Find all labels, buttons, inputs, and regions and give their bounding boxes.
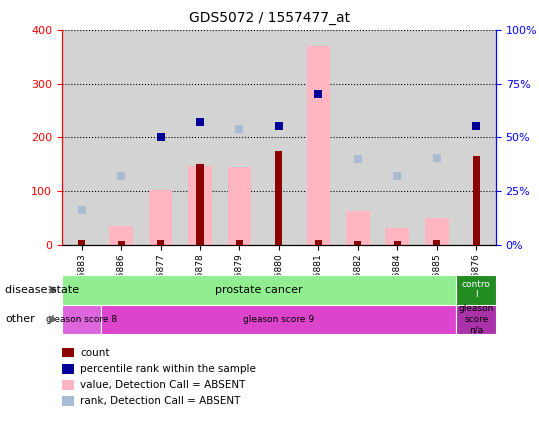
Bar bbox=[307, 46, 330, 245]
Bar bbox=[385, 228, 409, 245]
Text: disease state: disease state bbox=[5, 285, 80, 295]
Text: GDS5072 / 1557477_at: GDS5072 / 1557477_at bbox=[189, 11, 350, 25]
Bar bbox=[457, 305, 496, 334]
Bar bbox=[62, 305, 101, 334]
Bar bbox=[425, 218, 448, 245]
Bar bbox=[118, 241, 125, 245]
Text: other: other bbox=[5, 314, 35, 324]
Text: percentile rank within the sample: percentile rank within the sample bbox=[80, 364, 256, 374]
Text: value, Detection Call = ABSENT: value, Detection Call = ABSENT bbox=[80, 380, 246, 390]
Text: count: count bbox=[80, 348, 110, 358]
Bar bbox=[346, 212, 370, 245]
Bar bbox=[149, 190, 172, 245]
Bar bbox=[188, 165, 212, 245]
Text: gleason score 9: gleason score 9 bbox=[244, 315, 314, 324]
Bar bbox=[433, 241, 440, 245]
Text: gleason
score
n/a: gleason score n/a bbox=[459, 305, 494, 334]
Bar bbox=[227, 167, 251, 245]
Bar bbox=[197, 165, 204, 245]
Bar bbox=[473, 157, 480, 245]
Bar bbox=[393, 241, 401, 245]
Bar bbox=[78, 240, 85, 245]
Text: gleason score 8: gleason score 8 bbox=[46, 315, 118, 324]
Bar bbox=[157, 241, 164, 245]
Bar bbox=[315, 240, 322, 245]
Bar bbox=[101, 305, 457, 334]
Bar bbox=[457, 275, 496, 305]
Bar bbox=[354, 241, 361, 245]
Text: contro
l: contro l bbox=[462, 280, 490, 299]
Bar bbox=[109, 226, 133, 245]
Text: rank, Detection Call = ABSENT: rank, Detection Call = ABSENT bbox=[80, 396, 241, 406]
Text: prostate cancer: prostate cancer bbox=[216, 285, 303, 295]
Bar bbox=[275, 151, 282, 245]
Bar bbox=[236, 241, 243, 245]
